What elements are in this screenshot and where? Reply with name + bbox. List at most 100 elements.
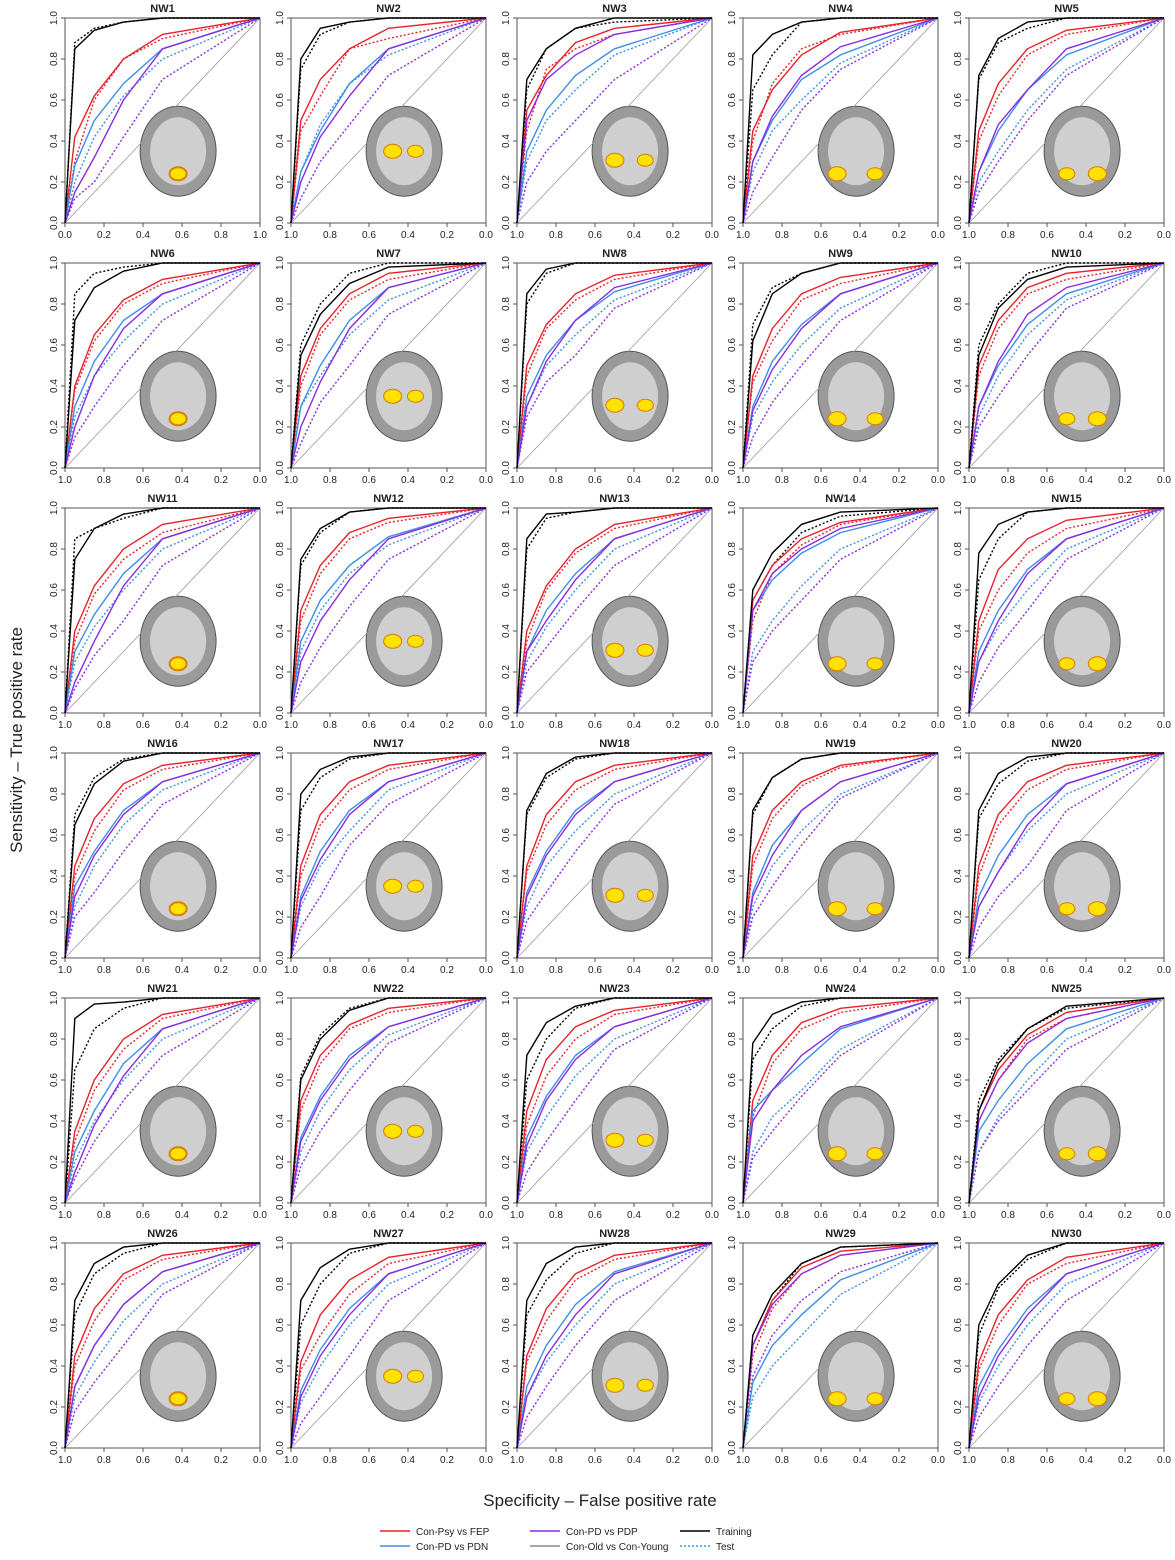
x-tick-label: 0.6	[362, 1455, 376, 1466]
x-tick-label: 0.8	[97, 965, 111, 976]
y-tick-label: 0.2	[953, 175, 964, 189]
x-tick-label: 0.6	[588, 230, 602, 241]
activation-blob	[828, 167, 846, 181]
y-tick-label: 0.0	[501, 1196, 512, 1210]
x-tick-label: 0.2	[440, 965, 454, 976]
y-tick-label: 0.6	[49, 828, 60, 842]
y-tick-label: 0.2	[727, 910, 738, 924]
x-tick-label: 0.6	[362, 720, 376, 731]
activation-blob	[606, 398, 624, 412]
y-tick-label: 0.6	[501, 1073, 512, 1087]
panel-title: NW26	[147, 1228, 178, 1240]
activation-blob	[1088, 657, 1106, 671]
y-tick-label: 0.4	[953, 134, 964, 148]
y-tick-label: 0.4	[275, 379, 286, 393]
y-tick-label: 0.4	[49, 134, 60, 148]
x-tick-label: 0.0	[931, 965, 945, 976]
x-tick-label: 0.4	[1079, 475, 1093, 486]
x-tick-label: 0.6	[814, 965, 828, 976]
y-tick-label: 1.0	[953, 501, 964, 515]
y-tick-label: 1.0	[49, 501, 60, 515]
y-tick-label: 0.8	[501, 1277, 512, 1291]
y-tick-label: 0.0	[501, 461, 512, 475]
y-tick-label: 1.0	[727, 746, 738, 760]
x-tick-label: 0.0	[58, 230, 72, 241]
x-tick-label: 0.6	[814, 1210, 828, 1221]
y-tick-label: 0.6	[49, 583, 60, 597]
y-tick-label: 0.0	[501, 216, 512, 230]
x-tick-label: 0.4	[627, 965, 641, 976]
activation-blob	[828, 412, 846, 426]
y-tick-label: 0.2	[275, 420, 286, 434]
y-tick-label: 0.2	[49, 175, 60, 189]
y-tick-label: 0.8	[49, 297, 60, 311]
x-tick-label: 0.4	[401, 1455, 415, 1466]
y-tick-label: 0.0	[275, 1441, 286, 1455]
x-tick-label: 0.0	[705, 965, 719, 976]
y-tick-label: 1.0	[953, 746, 964, 760]
panel-title: NW27	[373, 1228, 404, 1240]
y-tick-label: 0.0	[953, 1441, 964, 1455]
activation-blob	[637, 889, 653, 901]
x-tick-label: 0.6	[362, 1210, 376, 1221]
panel-title: NW24	[825, 983, 856, 995]
activation-blob	[408, 635, 424, 647]
x-tick-label: 0.2	[666, 1210, 680, 1221]
y-tick-label: 0.4	[49, 869, 60, 883]
activation-blob	[828, 1392, 846, 1406]
brain-image	[602, 852, 658, 920]
legend-label: Con-PD vs PDN	[416, 1542, 488, 1553]
x-tick-label: 0.4	[401, 230, 415, 241]
x-tick-label: 0.2	[214, 475, 228, 486]
y-tick-label: 0.4	[727, 1359, 738, 1373]
x-tick-label: 0.2	[440, 1210, 454, 1221]
x-tick-label: 0.2	[440, 475, 454, 486]
panel-title: NW18	[599, 738, 630, 750]
y-tick-label: 1.0	[727, 991, 738, 1005]
y-tick-label: 1.0	[501, 256, 512, 270]
y-tick-label: 0.6	[953, 1318, 964, 1332]
y-tick-label: 0.2	[953, 1155, 964, 1169]
y-tick-label: 0.0	[953, 706, 964, 720]
x-tick-label: 0.4	[853, 475, 867, 486]
x-tick-label: 1.0	[962, 720, 976, 731]
x-tick-label: 0.0	[479, 230, 493, 241]
activation-blob	[384, 879, 402, 893]
x-tick-label: 0.2	[666, 1455, 680, 1466]
x-tick-label: 0.2	[666, 965, 680, 976]
y-tick-label: 0.0	[49, 951, 60, 965]
x-tick-label: 1.0	[284, 965, 298, 976]
figure: Sensitivity – True positive rate Specifi…	[0, 0, 1175, 1560]
activation-blob	[1059, 903, 1075, 915]
activation-blob	[408, 1370, 424, 1382]
activation-blob	[170, 903, 186, 915]
y-tick-label: 0.2	[953, 420, 964, 434]
y-tick-label: 0.4	[953, 869, 964, 883]
x-tick-label: 0.6	[814, 475, 828, 486]
y-tick-label: 1.0	[953, 256, 964, 270]
y-tick-label: 0.4	[953, 1114, 964, 1128]
y-tick-label: 0.4	[501, 379, 512, 393]
panel-title: NW13	[599, 493, 630, 505]
x-tick-label: 1.0	[962, 1455, 976, 1466]
x-tick-label: 1.0	[510, 1455, 524, 1466]
y-tick-label: 0.0	[727, 461, 738, 475]
y-tick-label: 0.8	[49, 52, 60, 66]
activation-blob	[637, 399, 653, 411]
y-tick-label: 0.8	[953, 1032, 964, 1046]
x-tick-label: 0.8	[1001, 1455, 1015, 1466]
x-tick-label: 0.0	[931, 1210, 945, 1221]
x-tick-label: 0.0	[253, 1210, 267, 1221]
y-tick-label: 0.2	[501, 420, 512, 434]
panel-title: NW21	[147, 983, 178, 995]
y-tick-label: 0.8	[275, 787, 286, 801]
y-tick-label: 0.8	[49, 542, 60, 556]
y-tick-label: 0.6	[727, 828, 738, 842]
y-tick-label: 1.0	[953, 11, 964, 25]
activation-blob	[867, 903, 883, 915]
y-tick-label: 0.6	[501, 93, 512, 107]
y-tick-label: 0.8	[953, 52, 964, 66]
x-tick-label: 0.8	[549, 720, 563, 731]
y-tick-label: 1.0	[49, 256, 60, 270]
y-tick-label: 1.0	[275, 256, 286, 270]
